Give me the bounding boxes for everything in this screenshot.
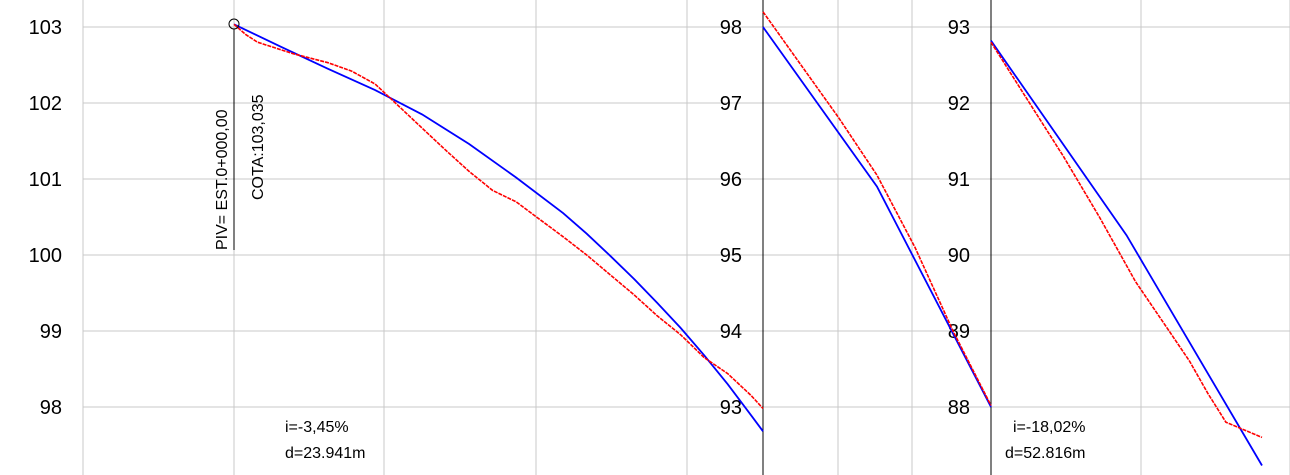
y-tick-label: 98 xyxy=(40,397,62,419)
y-tick-label: 89 xyxy=(948,321,970,343)
y-tick-label: 92 xyxy=(948,93,970,115)
cota-label: COTA:103,035 xyxy=(250,94,267,200)
y-tick-label: 97 xyxy=(720,93,742,115)
terrain-profile-line xyxy=(233,23,764,410)
y-tick-label: 98 xyxy=(720,17,742,39)
terrain-profile-line xyxy=(762,11,992,406)
distance-label-3: d=52.816m xyxy=(1005,445,1086,462)
piv-label: PIV= EST.0+000,00 xyxy=(214,109,231,250)
design-grade-line xyxy=(990,40,1263,466)
terrain-profile-line xyxy=(990,41,1263,439)
slope-label-1: i=-3,45% xyxy=(285,419,349,436)
grid-layer xyxy=(82,0,1290,475)
y-tick-label: 94 xyxy=(720,321,742,343)
y-tick-label: 103 xyxy=(29,17,62,39)
distance-label-1: d=23.941m xyxy=(285,445,366,462)
y-tick-label: 101 xyxy=(29,169,62,191)
y-tick-label: 95 xyxy=(720,245,742,267)
design-grade-line xyxy=(233,23,764,432)
y-tick-label: 90 xyxy=(948,245,970,267)
y-tick-label: 88 xyxy=(948,397,970,419)
y-tick-label: 102 xyxy=(29,93,62,115)
axis-layer: 103 102 101 100 99 98 98 97 96 95 94 93 93 92 91 90 89 88 xyxy=(29,17,970,419)
slope-label-3: i=-18,02% xyxy=(1013,419,1086,436)
y-tick-label: 93 xyxy=(720,397,742,419)
design-grade-line xyxy=(762,26,992,408)
y-tick-label: 96 xyxy=(720,169,742,191)
y-tick-label: 99 xyxy=(40,321,62,343)
y-tick-label: 93 xyxy=(948,17,970,39)
y-tick-label: 91 xyxy=(948,169,970,191)
y-tick-label: 100 xyxy=(29,245,62,267)
series-layer xyxy=(233,11,1263,466)
